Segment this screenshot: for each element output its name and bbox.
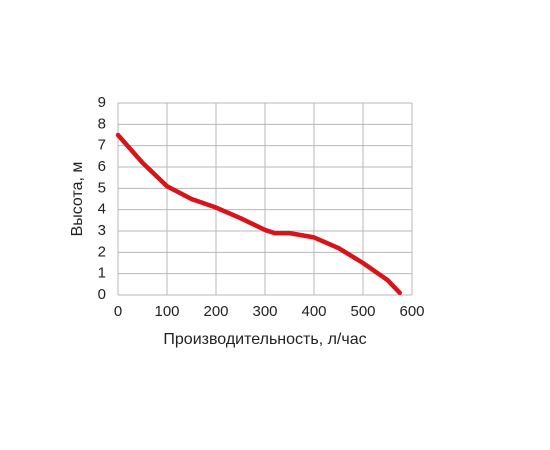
y-tick-label: 5 <box>98 179 106 196</box>
y-tick-label: 4 <box>98 201 106 218</box>
x-tick-label: 0 <box>114 303 122 320</box>
x-tick-label: 200 <box>203 303 228 320</box>
y-tick-label: 2 <box>98 243 106 260</box>
y-tick-label: 6 <box>98 158 106 175</box>
y-axis-label: Высота, м <box>69 162 86 237</box>
x-tick-label: 300 <box>252 303 277 320</box>
data-line <box>115 132 402 296</box>
x-axis-label: Производительность, л/час <box>163 331 366 348</box>
x-tick-label: 600 <box>399 303 424 320</box>
y-tick-label: 8 <box>98 115 106 132</box>
y-tick-label: 1 <box>98 265 106 282</box>
y-tick-label: 0 <box>98 286 106 303</box>
y-tick-label: 9 <box>98 94 106 111</box>
x-tick-label: 100 <box>154 303 179 320</box>
y-tick-label: 7 <box>98 137 106 154</box>
x-tick-label: 500 <box>350 303 375 320</box>
x-tick-label: 400 <box>301 303 326 320</box>
y-tick-label: 3 <box>98 222 106 239</box>
